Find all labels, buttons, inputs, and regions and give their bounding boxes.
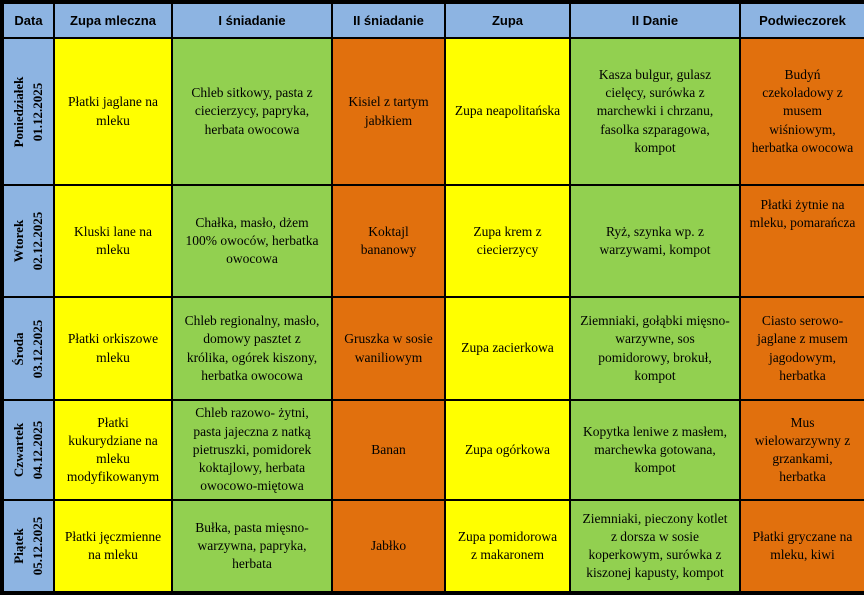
day-date: 02.12.2025 — [29, 211, 45, 271]
meal-cell: Banan — [331, 399, 446, 501]
meal-cell: Płatki żytnie na mleku, pomarańcza — [739, 184, 864, 298]
meal-cell: Zupa ogórkowa — [444, 399, 571, 501]
meal-cell: Budyń czekoladowy z musem wiśniowym, her… — [739, 37, 864, 186]
day-name: Wtorek — [10, 219, 26, 263]
day-date: 03.12.2025 — [29, 319, 45, 378]
meal-cell: Płatki jaglane na mleku — [53, 37, 173, 186]
header-i-sniadanie: I śniadanie — [171, 1, 333, 39]
header-ii-sniadanie: II śniadanie — [331, 1, 446, 39]
row-thursday: Czwartek 04.12.2025 Płatki kukurydziane … — [1, 399, 864, 501]
day-cell: Wtorek 02.12.2025 — [1, 184, 55, 298]
header-podwieczorek: Podwieczorek — [739, 1, 864, 39]
meal-cell: Kluski lane na mleku — [53, 184, 173, 298]
meal-cell: Kisiel z tartym jabłkiem — [331, 37, 446, 186]
day-name: Środa — [10, 332, 26, 365]
meal-cell: Płatki jęczmienne na mleku — [53, 499, 173, 594]
meal-cell: Jabłko — [331, 499, 446, 594]
header-zupa-mleczna: Zupa mleczna — [53, 1, 173, 39]
meal-cell: Zupa zacierkowa — [444, 296, 571, 401]
row-friday: Piątek 05.12.2025 Płatki jęczmienne na m… — [1, 499, 864, 594]
meal-cell: Ciasto serowo-jaglane z musem jagodowym,… — [739, 296, 864, 401]
row-tuesday: Wtorek 02.12.2025 Kluski lane na mleku C… — [1, 184, 864, 298]
day-cell: Środa 03.12.2025 — [1, 296, 55, 401]
day-label: Poniedziałek 01.12.2025 — [10, 76, 48, 147]
meal-cell: Chleb sitkowy, pasta z ciecierzycy, papr… — [171, 37, 333, 186]
day-cell: Piątek 05.12.2025 — [1, 499, 55, 594]
meal-cell: Mus wielowarzywny z grzankami, herbatka — [739, 399, 864, 501]
meal-cell: Ziemniaki, gołąbki mięsno-warzywne, sos … — [569, 296, 741, 401]
row-wednesday: Środa 03.12.2025 Płatki orkiszowe mleku … — [1, 296, 864, 401]
day-cell: Czwartek 04.12.2025 — [1, 399, 55, 501]
header-zupa: Zupa — [444, 1, 571, 39]
header-row: Data Zupa mleczna I śniadanie II śniadan… — [1, 1, 864, 39]
header-ii-danie: II Danie — [569, 1, 741, 39]
day-cell: Poniedziałek 01.12.2025 — [1, 37, 55, 186]
meal-cell: Koktajl bananowy — [331, 184, 446, 298]
meal-cell: Bułka, pasta mięsno-warzywna, papryka, h… — [171, 499, 333, 594]
meal-cell: Chleb regionalny, masło, domowy pasztet … — [171, 296, 333, 401]
day-label: Piątek 05.12.2025 — [10, 517, 48, 576]
meal-cell: Zupa neapolitańska — [444, 37, 571, 186]
day-label: Wtorek 02.12.2025 — [10, 212, 48, 271]
day-name: Poniedziałek — [10, 76, 26, 147]
meal-cell: Płatki gryczane na mleku, kiwi — [739, 499, 864, 594]
day-label: Środa 03.12.2025 — [10, 319, 48, 378]
meal-cell: Ziemniaki, pieczony kotlet z dorsza w so… — [569, 499, 741, 594]
header-data: Data — [1, 1, 55, 39]
meal-cell: Gruszka w sosie waniliowym — [331, 296, 446, 401]
meal-cell: Zupa pomidorowa z makaronem — [444, 499, 571, 594]
meal-cell: Chleb razowo- żytni, pasta jajeczna z na… — [171, 399, 333, 501]
meal-cell: Ryż, szynka wp. z warzywami, kompot — [569, 184, 741, 298]
day-date: 01.12.2025 — [29, 82, 45, 141]
meal-cell: Kopytka leniwe z masłem, marchewka gotow… — [569, 399, 741, 501]
day-label: Czwartek 04.12.2025 — [10, 421, 48, 480]
meal-cell: Płatki kukurydziane na mleku modyfikowan… — [53, 399, 173, 501]
row-monday: Poniedziałek 01.12.2025 Płatki jaglane n… — [1, 37, 864, 186]
day-date: 05.12.2025 — [29, 516, 45, 576]
meal-cell: Zupa krem z ciecierzycy — [444, 184, 571, 298]
meal-cell: Płatki orkiszowe mleku — [53, 296, 173, 401]
day-name: Piątek — [10, 528, 26, 564]
day-date: 04.12.2025 — [29, 420, 45, 480]
meal-cell: Chałka, masło, dżem 100% owoców, herbatk… — [171, 184, 333, 298]
meal-cell: Kasza bulgur, gulasz cielęcy, surówka z … — [569, 37, 741, 186]
day-name: Czwartek — [10, 422, 26, 478]
